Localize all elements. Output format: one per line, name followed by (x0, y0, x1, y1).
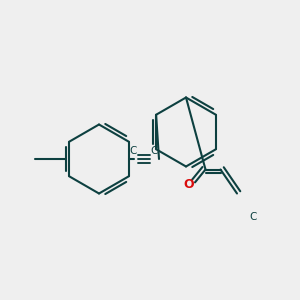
Text: C: C (151, 146, 158, 157)
Text: C: C (250, 212, 257, 223)
Text: O: O (184, 178, 194, 191)
Text: C: C (130, 146, 137, 157)
